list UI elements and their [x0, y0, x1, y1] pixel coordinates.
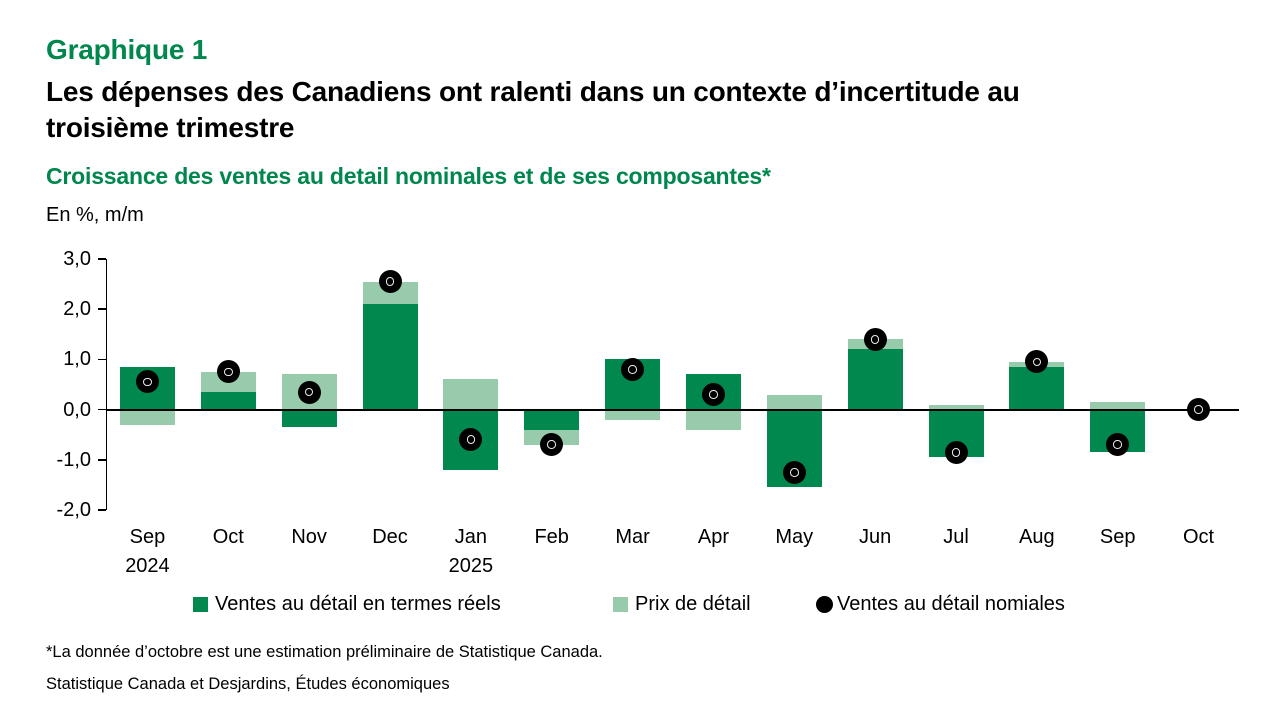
nominal-sales-dot [459, 428, 483, 452]
nominal-sales-dot [701, 383, 725, 407]
price-bar [766, 394, 822, 410]
real-sales-bar [281, 409, 337, 428]
zero-axis-line [107, 408, 1239, 411]
x-axis-label: Apr [697, 526, 729, 548]
nominal-sales-dot [863, 327, 887, 351]
x-axis-label: Mar [615, 526, 650, 548]
y-axis-tick-label: 1,0 [63, 348, 91, 371]
x-axis-label: Jan [454, 526, 487, 548]
chart-subtitle: Croissance des ventes au detail nominale… [46, 163, 771, 189]
x-axis-label: Jun [859, 526, 892, 548]
legend-label-real-sales: Ventes au détail en termes réels [215, 592, 501, 615]
legend: Ventes au détail en termes réels Prix de… [0, 590, 1280, 618]
x-axis-label: Dec [372, 526, 408, 548]
plot-area: 3,0 2,0 1,0 0,0 -1,0 -2,0 Sep 2024 Oct Nov Dec Jan 2… [57, 248, 1239, 577]
nominal-sales-dot [135, 370, 159, 394]
nominal-sales-dot [1187, 398, 1211, 422]
nominal-sales-dot [216, 360, 240, 384]
price-bar [1090, 402, 1146, 410]
legend-label-retail-prices: Prix de détail [635, 592, 751, 615]
x-axis-label: Nov [291, 526, 327, 548]
x-axis-label: Sep [129, 526, 166, 548]
y-axis-tick-label: -2,0 [56, 499, 91, 521]
nominal-sales-dot [297, 380, 321, 404]
real-sales-bar [200, 392, 256, 410]
chart-number-label: Graphique 1 [46, 34, 208, 65]
source-line: Statistique Canada et Desjardins, Études… [46, 675, 450, 693]
nominal-sales-dot [621, 357, 645, 381]
x-axis-label: Aug [1019, 526, 1055, 548]
y-axis-tick [98, 509, 106, 511]
price-bar [928, 404, 984, 410]
nominal-sales-dot [378, 270, 402, 294]
nominal-sales-dot-icon [816, 595, 833, 613]
real-sales-bar [362, 304, 418, 410]
x-axis-label: Oct [1183, 526, 1215, 548]
price-bar [605, 409, 661, 420]
x-axis-label: Jul [943, 526, 969, 548]
retail-prices-swatch-icon [613, 596, 628, 612]
y-axis-tick-label: 2,0 [63, 298, 91, 321]
x-axis-label: May [775, 526, 814, 548]
y-axis-tick [98, 258, 106, 260]
legend-item-retail-prices: Prix de détail [613, 590, 751, 618]
y-axis-tick-label: 3,0 [63, 248, 91, 270]
y-axis-tick [98, 358, 106, 361]
page-title: Les dépenses des Canadiens ont ralenti d… [46, 74, 1241, 147]
footnote: *La donnée d’octobre est une estimation … [46, 643, 603, 661]
y-axis-tick-label: -1,0 [56, 448, 91, 471]
x-axis-year-label: 2025 [448, 555, 494, 577]
price-bar [119, 409, 175, 425]
y-axis-tick-label: 0,0 [63, 398, 91, 421]
legend-label-nominal-sales: Ventes au détail nomiales [837, 592, 1065, 615]
nominal-sales-dot [1025, 350, 1049, 374]
legend-item-real-sales: Ventes au détail en termes réels [193, 590, 501, 618]
x-axis-label: Feb [534, 526, 569, 548]
x-axis-label: Oct [212, 526, 244, 548]
nominal-sales-dot [1106, 433, 1130, 457]
real-sales-swatch-icon [193, 596, 208, 612]
y-axis-tick [98, 408, 106, 411]
y-axis-tick [98, 459, 106, 461]
nominal-sales-dot [540, 433, 564, 457]
legend-item-nominal-sales: Ventes au détail nomiales [816, 590, 1065, 618]
page-title-line2: troisième trimestre [46, 112, 295, 144]
price-bar [443, 379, 499, 410]
y-axis-tick [98, 308, 106, 310]
page-title-line1: Les dépenses des Canadiens ont ralenti d… [46, 76, 1020, 107]
price-bar [685, 409, 741, 430]
real-sales-bar [847, 349, 903, 410]
nominal-sales-dot [944, 440, 968, 464]
y-axis-units-label: En %, m/m [46, 204, 144, 226]
real-sales-bar [524, 409, 580, 430]
real-sales-bar [1009, 366, 1065, 410]
x-axis-label: Sep [1099, 526, 1136, 548]
x-axis-year-label: 2024 [125, 555, 170, 577]
nominal-sales-dot [782, 460, 806, 484]
